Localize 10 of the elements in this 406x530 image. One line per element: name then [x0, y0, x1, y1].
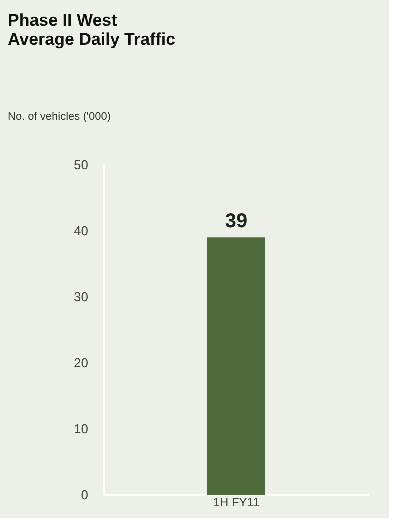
x-tick-label: 1H FY11: [213, 496, 260, 510]
y-tick-label: 0: [81, 488, 88, 502]
y-tick-label: 50: [74, 158, 88, 172]
y-tick-label: 30: [74, 290, 88, 304]
chart-title: Phase II West Average Daily Traffic: [8, 11, 176, 49]
y-tick-label: 40: [74, 224, 88, 238]
y-axis-title: No. of vehicles ('000): [8, 111, 111, 123]
y-tick-label: 10: [74, 422, 88, 436]
y-tick-label: 20: [74, 356, 88, 370]
data-label: 39: [225, 210, 248, 233]
